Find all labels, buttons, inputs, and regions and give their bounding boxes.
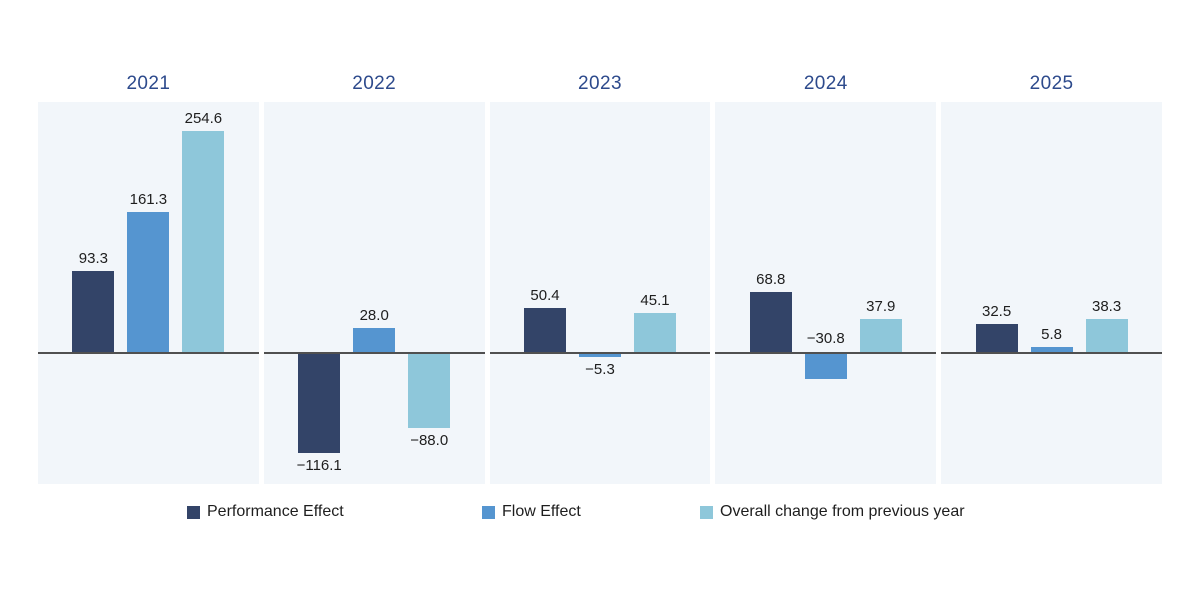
plot-area-2021: 93.3 161.3 254.6 xyxy=(38,102,259,484)
legend-item-performance-effect: Performance Effect xyxy=(187,503,344,521)
panel-title: 2024 xyxy=(803,73,848,94)
bar-overall-change-from-previous-year xyxy=(633,313,676,352)
bar-value-label: 45.1 xyxy=(640,292,670,309)
zero-axis-line xyxy=(263,352,485,354)
bar-value-label: 93.3 xyxy=(78,250,108,267)
bar-performance-effect xyxy=(523,308,566,352)
bar-performance-effect xyxy=(72,271,115,352)
bar-flow-effect xyxy=(353,328,396,352)
bar-flow-effect xyxy=(127,212,170,352)
legend-label: Performance Effect xyxy=(207,503,344,520)
bar-flow-effect xyxy=(804,352,847,379)
bar-performance-effect xyxy=(298,352,341,453)
bar-overall-change-from-previous-year xyxy=(1085,319,1128,352)
bar-value-label: 68.8 xyxy=(756,271,786,288)
legend-label: Overall change from previous year xyxy=(720,503,965,520)
bar-value-label: 32.5 xyxy=(981,303,1012,320)
legend-swatch xyxy=(482,505,495,519)
bar-value-label: 161.3 xyxy=(129,191,168,208)
panel-2021: 2021 93.3 161.3 254.6 xyxy=(38,72,259,484)
bar-performance-effect xyxy=(975,324,1018,352)
bar-performance-effect xyxy=(749,292,792,352)
plot-area-2022: −116.1 28.0 −88.0 xyxy=(263,102,485,484)
legend-swatch xyxy=(700,505,713,519)
bar-value-label: 254.6 xyxy=(184,110,223,127)
bar-flow-effect xyxy=(578,352,621,357)
panel-title: 2025 xyxy=(1029,73,1074,94)
legend-swatch xyxy=(187,505,200,519)
bar-value-label: 28.0 xyxy=(359,307,389,324)
legend-item-flow-effect: Flow Effect xyxy=(482,503,581,521)
legend-label: Flow Effect xyxy=(502,503,581,520)
panel-2023: 2023 50.4 −5.3 45.1 xyxy=(489,72,711,484)
zero-axis-line xyxy=(489,352,711,354)
bar-value-label: −5.3 xyxy=(585,361,615,378)
plot-area-2023: 50.4 −5.3 45.1 xyxy=(489,102,711,484)
panel-title: 2021 xyxy=(126,73,171,94)
bar-value-label: −30.8 xyxy=(806,330,845,347)
bar-value-label: −88.0 xyxy=(410,432,449,449)
panel-2025: 2025 32.5 5.8 38.3 xyxy=(941,72,1162,484)
zero-axis-line xyxy=(715,352,937,354)
bar-flow-effect xyxy=(1030,347,1073,352)
year-panels: 2021 93.3 161.3 254.6 2022 −116.1 28.0 −88.0 202… xyxy=(38,72,1162,484)
zero-axis-line xyxy=(941,352,1162,354)
panel-title: 2022 xyxy=(352,73,397,94)
bar-overall-change-from-previous-year xyxy=(859,319,902,352)
panel-2022: 2022 −116.1 28.0 −88.0 xyxy=(263,72,485,484)
zero-axis-line xyxy=(38,352,259,354)
bar-value-label: 5.8 xyxy=(1041,326,1063,343)
bar-value-label: 38.3 xyxy=(1091,298,1122,315)
legend-item-overall-change-from-previous-year: Overall change from previous year xyxy=(700,503,965,521)
bar-value-label: −116.1 xyxy=(296,457,342,474)
bar-value-label: 37.9 xyxy=(866,298,896,315)
bar-overall-change-from-previous-year xyxy=(182,131,225,352)
bar-overall-change-from-previous-year xyxy=(408,352,451,428)
bar-value-label: 50.4 xyxy=(530,287,560,304)
panel-2024: 2024 68.8 −30.8 37.9 xyxy=(715,72,937,484)
legend: Performance Effect Flow Effect Overall cha… xyxy=(0,503,1200,523)
plot-area-2024: 68.8 −30.8 37.9 xyxy=(715,102,937,484)
plot-area-2025: 32.5 5.8 38.3 xyxy=(941,102,1162,484)
panel-title: 2023 xyxy=(578,73,622,94)
